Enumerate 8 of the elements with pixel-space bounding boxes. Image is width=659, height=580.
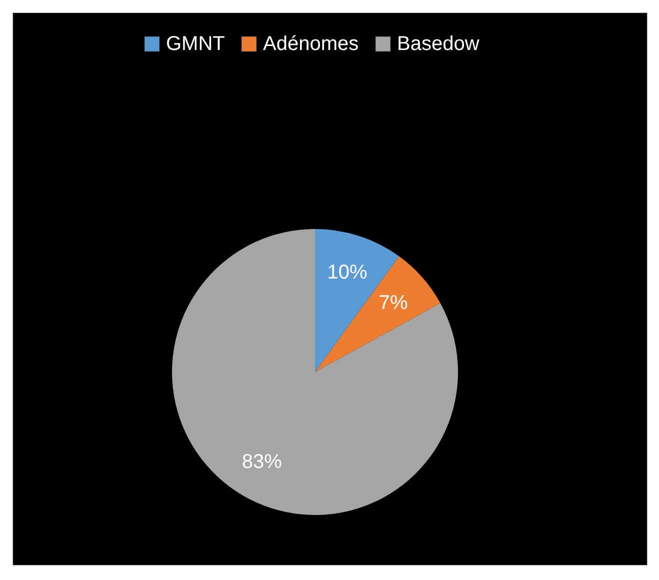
pie-slice bbox=[172, 229, 458, 515]
data-label: 7% bbox=[378, 292, 408, 314]
legend-label: GMNT bbox=[166, 33, 225, 55]
data-label: 10% bbox=[327, 262, 368, 284]
legend-label: Adénomes bbox=[263, 33, 359, 55]
legend-label: Basedow bbox=[397, 33, 480, 55]
pie-slice bbox=[315, 256, 440, 372]
data-label: 83% bbox=[242, 450, 282, 473]
